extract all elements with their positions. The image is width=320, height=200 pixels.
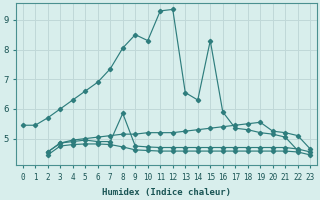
X-axis label: Humidex (Indice chaleur): Humidex (Indice chaleur) bbox=[102, 188, 231, 197]
